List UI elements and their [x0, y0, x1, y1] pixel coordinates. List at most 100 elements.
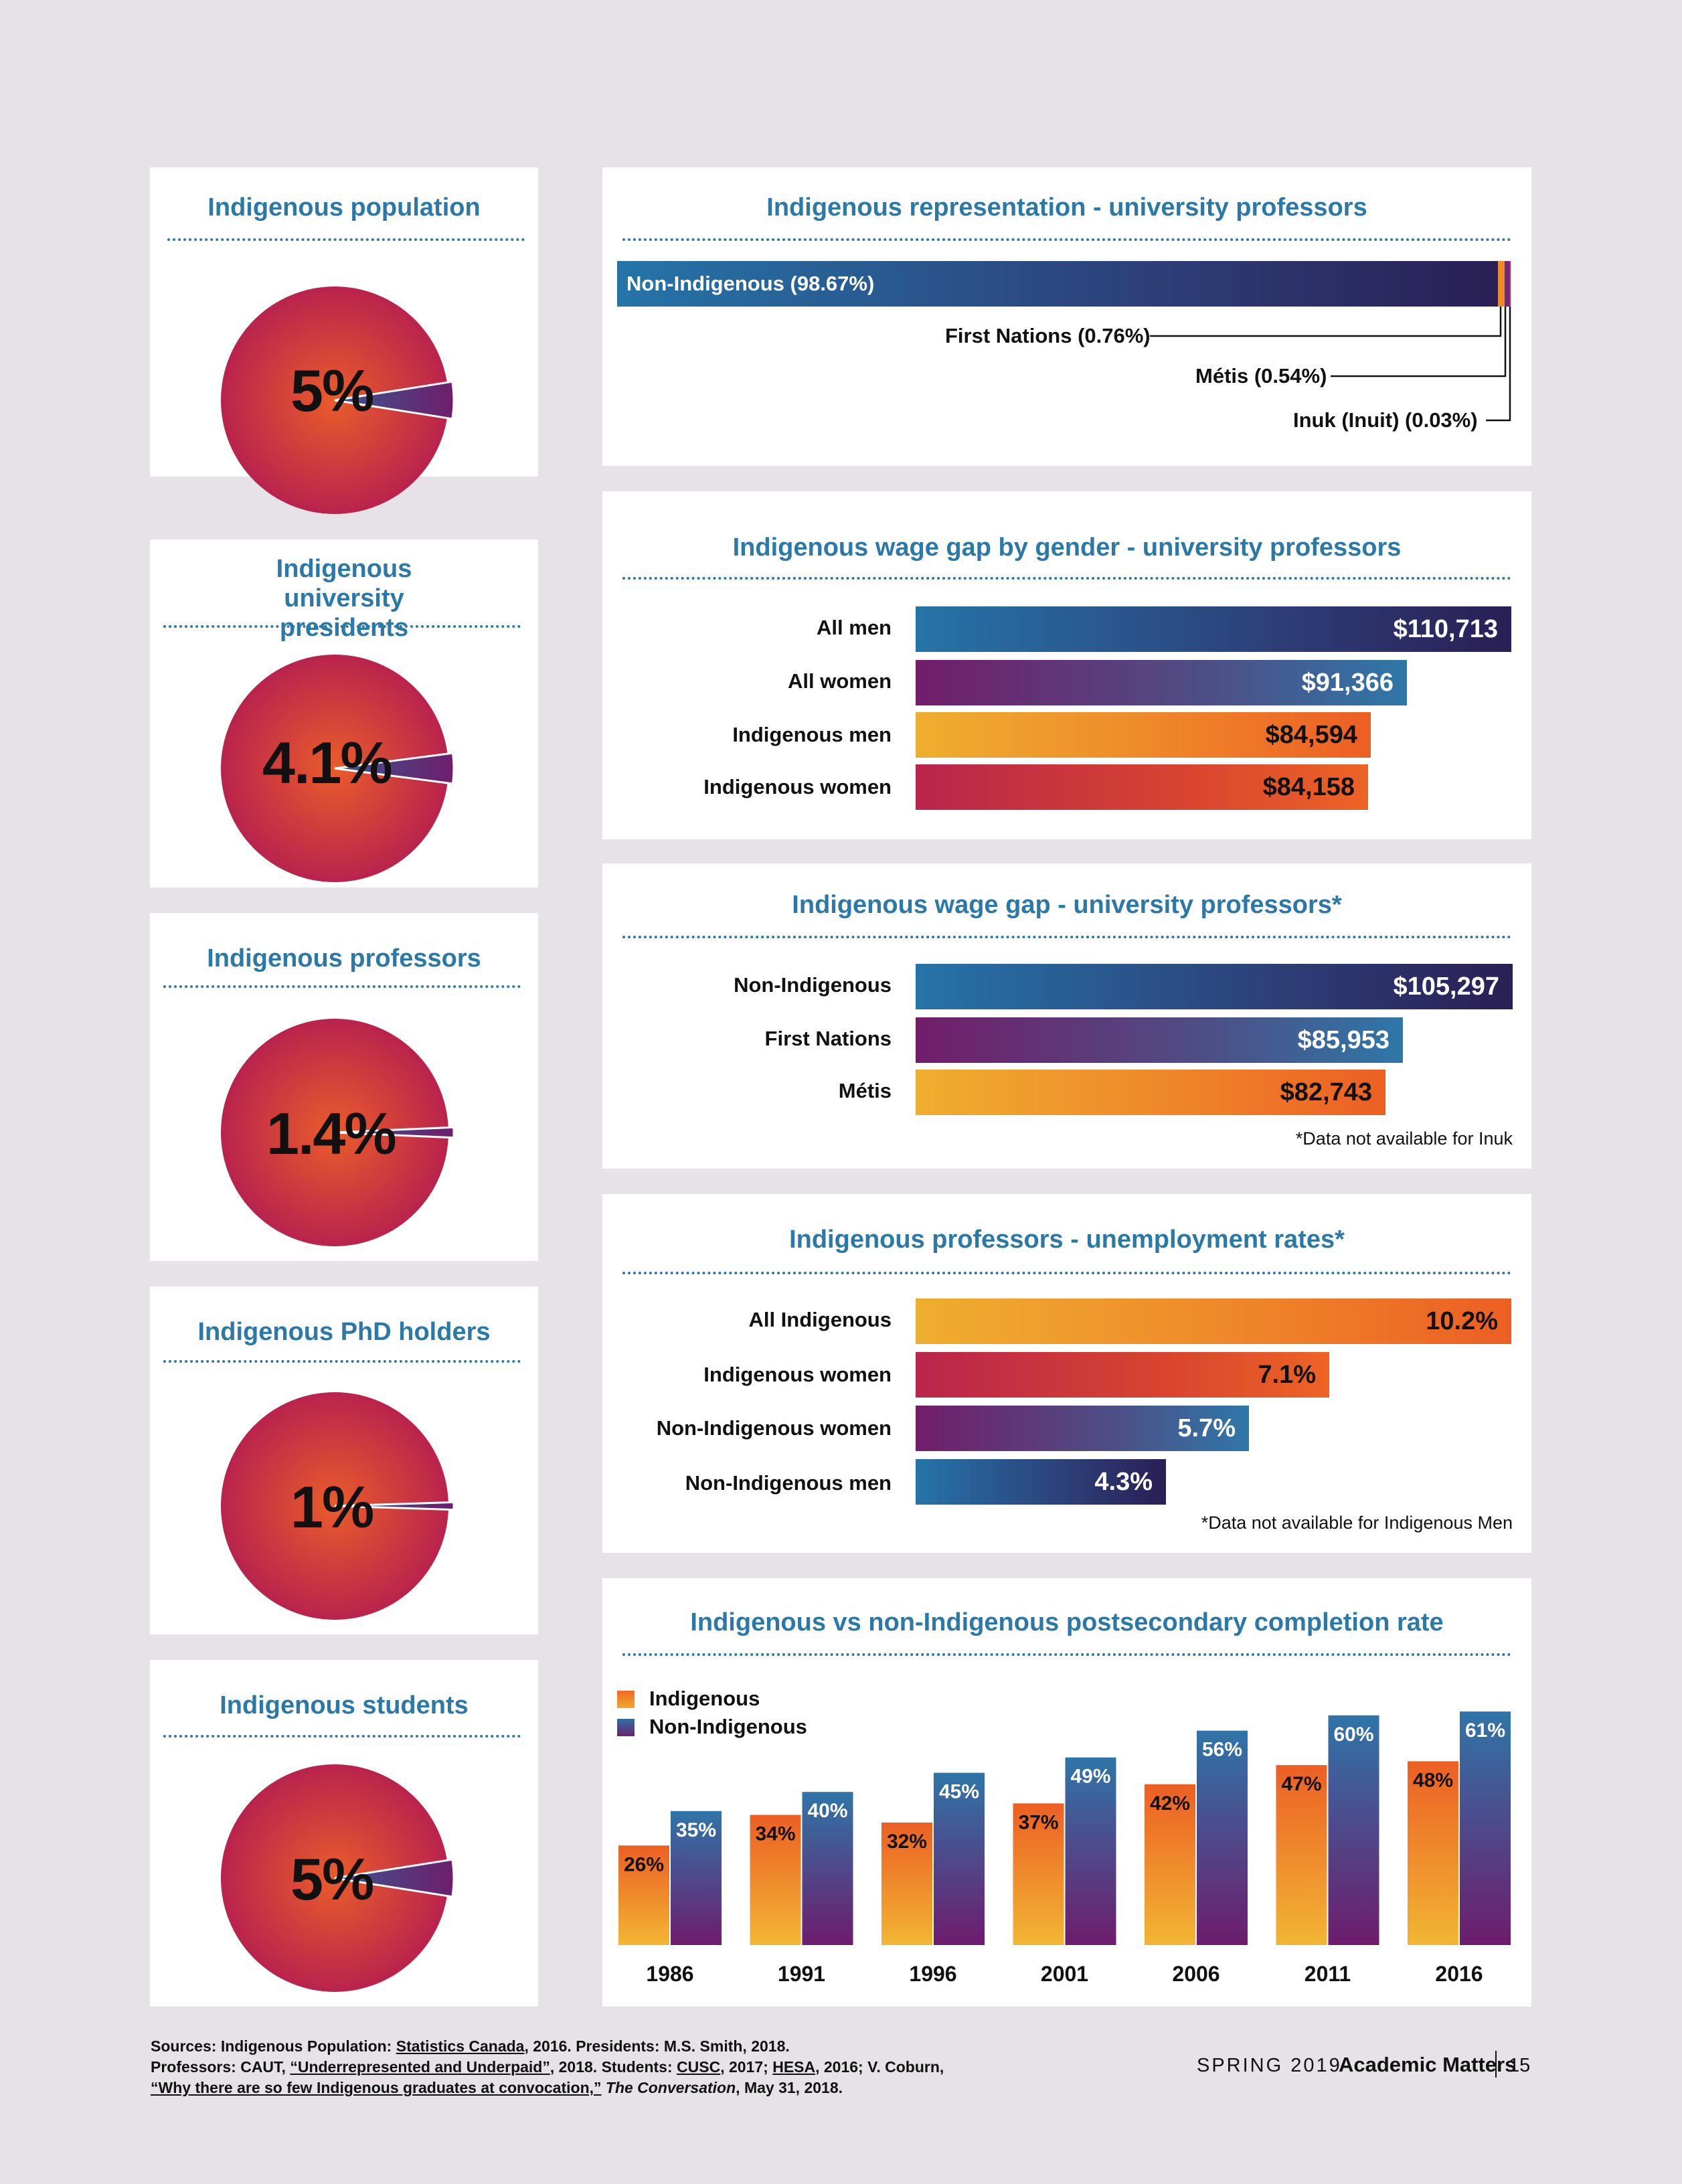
- bar-label: Non-Indigenous men: [685, 1471, 892, 1495]
- pie-title: Indigenous students: [220, 1691, 469, 1719]
- completion-bar: [1013, 1803, 1064, 1945]
- sources-text: , 2018. Students:: [550, 2058, 677, 2076]
- chart-title: Indigenous representation - university p…: [766, 193, 1367, 222]
- completion-bar: [1408, 1761, 1458, 1945]
- completion-bar: [1328, 1715, 1379, 1945]
- footer-magazine: Academic Matters: [1339, 2053, 1517, 2076]
- non-indigenous-label: Non-Indigenous (98.67%): [626, 272, 875, 295]
- bar-value: $110,713: [1393, 615, 1498, 643]
- inuk-segment: [1509, 261, 1511, 307]
- divider: [622, 238, 1511, 241]
- bar-value: 5.7%: [1177, 1414, 1236, 1442]
- bar-label: First Nations: [764, 1027, 892, 1050]
- pie-value-label: 5%: [290, 1846, 374, 1912]
- source-link[interactable]: HESA: [772, 2058, 816, 2076]
- completion-data-label: 61%: [1465, 1719, 1505, 1742]
- bar-label: Indigenous women: [703, 1363, 892, 1386]
- legend-label-non-indigenous: Non-Indigenous: [649, 1715, 807, 1738]
- pie-indigenous-slice: [334, 752, 455, 785]
- bar: $110,713: [916, 606, 1511, 652]
- sources-line-2: Professors: CAUT, “Underrepresented and …: [151, 2057, 944, 2078]
- pie-title: Indigenous university presidents: [276, 555, 412, 642]
- completion-bar: [1145, 1784, 1195, 1945]
- completion-data-label: 60%: [1333, 1724, 1373, 1746]
- divider: [622, 577, 1511, 580]
- completion-data-label: 40%: [807, 1800, 847, 1822]
- source-link[interactable]: Statistics Canada: [396, 2037, 525, 2055]
- bar: $105,297: [916, 964, 1513, 1009]
- pie-indigenous-slice: [334, 380, 455, 420]
- completion-data-label: 42%: [1150, 1792, 1190, 1815]
- bar-value: $85,953: [1297, 1026, 1390, 1054]
- completion-bar: [802, 1792, 853, 1945]
- unemployment-card: Indigenous professors - unemployment rat…: [602, 1194, 1531, 1553]
- completion-bar: [618, 1845, 669, 1945]
- pie-card-presidents: Indigenous university presidents 4.1%: [150, 539, 538, 888]
- bar-label: Indigenous men: [732, 723, 892, 746]
- sources-text: Sources: Indigenous Population:: [151, 2037, 396, 2055]
- page-number: 15: [1509, 2055, 1531, 2076]
- chart-title: Indigenous wage gap by gender - universi…: [732, 533, 1402, 562]
- pie-indigenous-slice: [334, 1501, 455, 1511]
- metis-callout: Métis (0.54%): [1195, 364, 1327, 388]
- chart-title: Indigenous wage gap - university profess…: [792, 891, 1342, 919]
- source-link[interactable]: “Underrepresented and Underpaid”: [290, 2058, 550, 2076]
- completion-bar: [1197, 1730, 1248, 1945]
- first-nations-segment: [1498, 261, 1505, 307]
- completion-bar: [671, 1811, 722, 1945]
- bar: $91,366: [916, 660, 1407, 705]
- sources-text: , 2016. Presidents: M.S. Smith, 2018.: [524, 2037, 790, 2055]
- divider: [163, 625, 521, 628]
- wage-gender-card: Indigenous wage gap by gender - universi…: [602, 491, 1531, 839]
- chart-title: Indigenous professors - unemployment rat…: [789, 1226, 1345, 1254]
- completion-year-label: 2011: [1305, 1962, 1351, 1986]
- wage-gap-card: Indigenous wage gap - university profess…: [602, 863, 1531, 1169]
- bar: $82,743: [916, 1070, 1385, 1115]
- completion-bar: [881, 1822, 932, 1945]
- footnote: *Data not available for Indigenous Men: [1201, 1513, 1513, 1533]
- pie-chart: [221, 1764, 455, 1992]
- sources-text: , 2016; V. Coburn,: [815, 2058, 944, 2076]
- pie-chart: [221, 1392, 455, 1620]
- pie-card-students: Indigenous students 5%: [150, 1660, 538, 2007]
- pie-value-label: 4.1%: [262, 730, 393, 796]
- bar-label: All men: [817, 616, 892, 639]
- pie-title: Indigenous professors: [207, 944, 481, 973]
- bar-label: Non-Indigenous: [734, 973, 892, 997]
- sources-line-3: “Why there are so few Indigenous graduat…: [151, 2078, 944, 2098]
- bar-value: $91,366: [1301, 669, 1394, 697]
- bar-label: All Indigenous: [748, 1308, 892, 1331]
- representation-bar: Non-Indigenous (98.67%): [617, 261, 1511, 307]
- bar-value: 10.2%: [1426, 1307, 1498, 1335]
- sources-line-1: Sources: Indigenous Population: Statisti…: [151, 2036, 944, 2057]
- completion-bar-chart: 26% 35% 1986 34% 40% 1991 32% 45% 1996 37% 49% 2001…: [618, 1711, 1511, 1986]
- pie-value-label: 5%: [290, 357, 374, 424]
- source-link[interactable]: CUSC: [677, 2058, 721, 2076]
- divider: [163, 1360, 521, 1363]
- completion-year-label: 1986: [646, 1962, 693, 1986]
- bar-label: Indigenous women: [703, 775, 892, 799]
- bar: 7.1%: [916, 1352, 1329, 1398]
- completion-card: Indigenous vs non-Indigenous postseconda…: [602, 1578, 1531, 2007]
- bar-value: 4.3%: [1094, 1468, 1153, 1496]
- completion-bar: [1460, 1711, 1511, 1945]
- bar-value: 7.1%: [1258, 1361, 1316, 1389]
- completion-year-label: 2016: [1435, 1962, 1483, 1986]
- completion-data-label: 47%: [1281, 1773, 1321, 1795]
- pie-indigenous-slice: [334, 1126, 455, 1139]
- completion-data-label: 32%: [887, 1831, 927, 1853]
- bar-label: Non-Indigenous women: [656, 1416, 892, 1440]
- bar-value: $84,594: [1265, 721, 1357, 749]
- source-link[interactable]: “Why there are so few Indigenous graduat…: [151, 2079, 602, 2096]
- pie-title: Indigenous population: [207, 193, 481, 222]
- bar-label: Métis: [838, 1079, 892, 1102]
- first-nations-callout: First Nations (0.76%): [945, 324, 1151, 347]
- legend-swatch-indigenous: [617, 1691, 635, 1708]
- completion-year-label: 1991: [778, 1962, 825, 1986]
- pie-value-label: 1.4%: [266, 1100, 397, 1167]
- sources-text: , 2017;: [720, 2058, 773, 2076]
- completion-data-label: 45%: [939, 1781, 979, 1803]
- bar: 5.7%: [916, 1406, 1249, 1451]
- metis-segment: [1505, 261, 1509, 307]
- footer-issue: SPRING 2019: [1197, 2055, 1342, 2076]
